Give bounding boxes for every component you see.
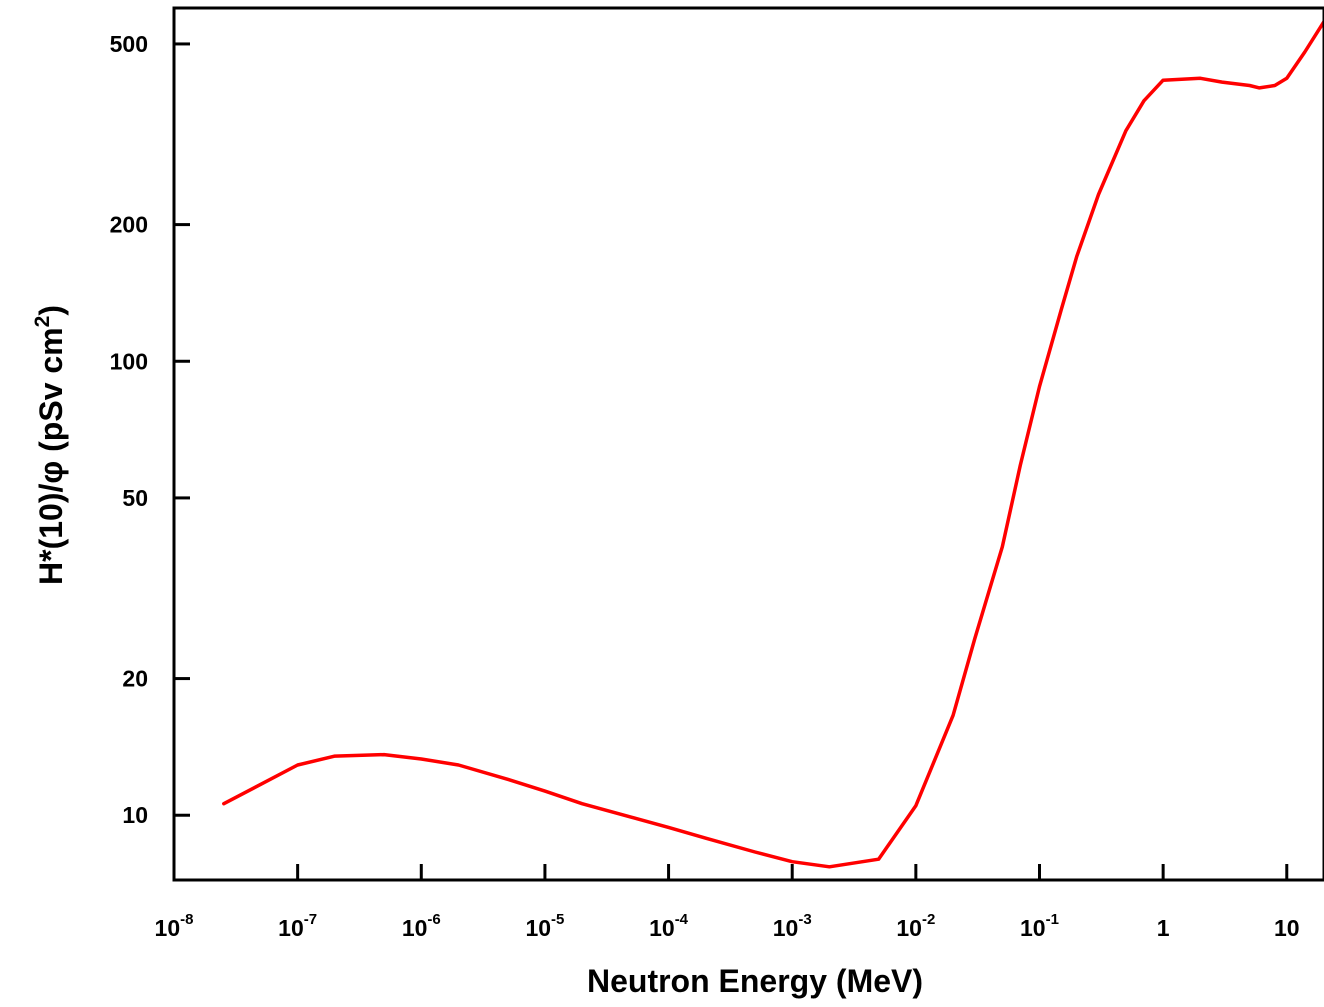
y-tick-label: 20 [122, 666, 148, 692]
x-tick-label-base: 10 [1274, 915, 1300, 941]
series-line [222, 19, 1324, 869]
x-axis-title: Neutron Energy (MeV) [587, 963, 923, 999]
x-tick-label: 1 [1157, 915, 1170, 941]
x-tick-label-base: 10 [278, 915, 304, 941]
x-tick-label: 10-3 [773, 911, 812, 941]
x-tick-label-exponent: -4 [675, 911, 689, 928]
y-axis-title: H*(10)/φ (pSv cm2) [31, 305, 69, 585]
y-axis-title-main: H*(10)/φ (pSv cm [33, 327, 69, 585]
x-tick-label-exponent: -1 [1046, 911, 1059, 928]
plot-frame [172, 6, 1324, 882]
y-tick-label: 200 [110, 212, 148, 238]
x-tick-label: 10 [1274, 915, 1300, 941]
x-tick-label-base: 10 [525, 915, 551, 941]
y-tick-label: 50 [122, 485, 148, 511]
x-tick-label-exponent: -3 [798, 911, 811, 928]
x-tick-label-base: 10 [1020, 915, 1046, 941]
x-tick-label-exponent: -2 [922, 911, 935, 928]
x-tick-label-base: 10 [896, 915, 922, 941]
y-tick-label: 10 [122, 802, 148, 828]
x-tick-label: 10-2 [896, 911, 935, 941]
x-tick-label: 10-4 [649, 911, 689, 941]
x-tick-label: 10-1 [1020, 911, 1059, 941]
x-tick-label-exponent: -7 [304, 911, 317, 928]
x-tick-label: 10-6 [402, 911, 441, 941]
x-tick-label-base: 10 [649, 915, 675, 941]
y-tick-label: 500 [110, 31, 148, 57]
x-tick-label-base: 1 [1157, 915, 1170, 941]
y-axis-title-close: ) [33, 305, 69, 316]
y-tick-label: 100 [110, 348, 148, 374]
x-tick-label-exponent: -6 [427, 911, 440, 928]
x-tick-label-base: 10 [773, 915, 799, 941]
x-tick-label-base: 10 [155, 915, 181, 941]
y-axis-ticks: 10 20 50 100 200 500 [110, 31, 190, 828]
series-layer [222, 19, 1324, 869]
x-axis-ticks: 10-8 10-7 10-6 10-5 10-4 10-3 10-2 10-1 1 10 [155, 864, 1300, 941]
x-tick-label: 10-8 [155, 911, 194, 941]
x-tick-label-exponent: -5 [551, 911, 564, 928]
x-tick-label-base: 10 [402, 915, 428, 941]
y-axis-title-superscript: 2 [31, 316, 54, 328]
x-tick-label: 10-5 [525, 911, 564, 941]
x-tick-label: 10-7 [278, 911, 317, 941]
x-tick-label-exponent: -8 [180, 911, 193, 928]
